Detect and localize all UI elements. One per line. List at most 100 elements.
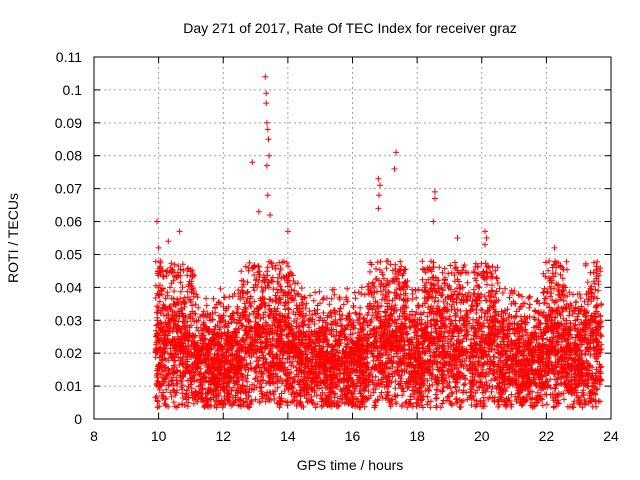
data-point — [181, 318, 188, 325]
data-point — [263, 380, 270, 387]
data-point — [453, 312, 460, 319]
data-point — [480, 268, 487, 275]
data-point — [189, 302, 196, 309]
data-point — [369, 289, 375, 296]
data-point — [435, 333, 442, 340]
data-point — [434, 387, 441, 394]
data-point — [559, 275, 566, 282]
data-point — [567, 352, 574, 359]
data-point — [501, 326, 507, 333]
data-point — [505, 336, 512, 343]
data-point — [457, 314, 464, 321]
data-point — [360, 386, 367, 393]
data-point — [519, 356, 525, 363]
data-point — [524, 331, 531, 338]
data-point — [449, 390, 456, 397]
data-point — [518, 320, 525, 327]
data-point — [474, 264, 481, 270]
data-point — [560, 390, 567, 397]
data-point — [491, 294, 498, 301]
data-point — [373, 265, 379, 272]
data-point — [217, 285, 224, 292]
data-point — [470, 354, 477, 360]
data-point — [417, 311, 424, 318]
data-point — [405, 383, 412, 390]
data-point — [424, 313, 431, 320]
data-point — [378, 303, 385, 309]
data-point — [488, 275, 495, 281]
data-point — [252, 396, 259, 403]
data-point — [257, 315, 264, 322]
data-point — [165, 339, 171, 346]
data-point — [258, 334, 264, 341]
data-point — [231, 290, 238, 297]
data-point — [457, 308, 464, 314]
data-point — [551, 403, 558, 410]
data-point — [446, 361, 453, 368]
data-point — [531, 324, 537, 331]
data-point — [382, 330, 389, 337]
data-point — [386, 315, 393, 322]
data-point — [453, 388, 460, 395]
data-point — [320, 309, 327, 316]
data-point — [505, 320, 512, 327]
data-point — [359, 327, 366, 334]
data-point — [492, 299, 499, 306]
data-point — [162, 395, 169, 401]
data-point — [440, 320, 447, 327]
data-point — [309, 399, 316, 406]
data-point — [316, 342, 323, 349]
data-point — [312, 289, 319, 296]
data-point — [555, 259, 562, 266]
data-point — [164, 289, 171, 296]
data-point — [429, 381, 436, 388]
data-point — [404, 284, 411, 291]
data-point — [424, 377, 431, 384]
data-point — [236, 396, 242, 403]
data-point — [245, 403, 252, 410]
data-point — [303, 312, 310, 319]
data-point — [593, 403, 600, 410]
data-point — [519, 375, 526, 382]
data-point — [286, 323, 293, 330]
data-point — [180, 267, 187, 274]
data-point — [191, 372, 198, 379]
data-point — [318, 379, 325, 386]
data-point — [285, 310, 292, 317]
data-point — [434, 358, 441, 365]
data-point — [215, 367, 222, 373]
data-point — [160, 389, 167, 396]
data-point — [297, 398, 304, 405]
data-point — [232, 392, 239, 399]
data-point — [413, 294, 420, 301]
data-point — [167, 284, 173, 291]
data-point — [421, 361, 428, 367]
data-point — [328, 327, 335, 333]
data-point — [294, 290, 301, 297]
data-point — [158, 392, 165, 399]
data-point — [386, 399, 393, 406]
data-point — [246, 299, 253, 306]
data-point — [241, 311, 248, 318]
data-point — [398, 403, 405, 410]
data-point — [595, 281, 602, 288]
data-point — [592, 391, 599, 398]
data-point — [306, 308, 313, 315]
data-point — [584, 383, 591, 390]
data-point — [489, 384, 496, 390]
data-point — [499, 352, 506, 359]
data-point — [550, 273, 557, 280]
data-point — [469, 298, 476, 305]
data-point — [339, 312, 346, 319]
data-point — [488, 377, 495, 384]
data-point — [598, 302, 605, 308]
data-point — [240, 278, 247, 285]
data-point — [464, 348, 471, 355]
data-point — [419, 396, 426, 403]
data-point — [374, 259, 381, 266]
data-point — [524, 314, 531, 321]
data-point — [248, 401, 255, 407]
data-point — [556, 292, 563, 299]
data-point — [423, 298, 430, 305]
data-point — [264, 272, 271, 279]
